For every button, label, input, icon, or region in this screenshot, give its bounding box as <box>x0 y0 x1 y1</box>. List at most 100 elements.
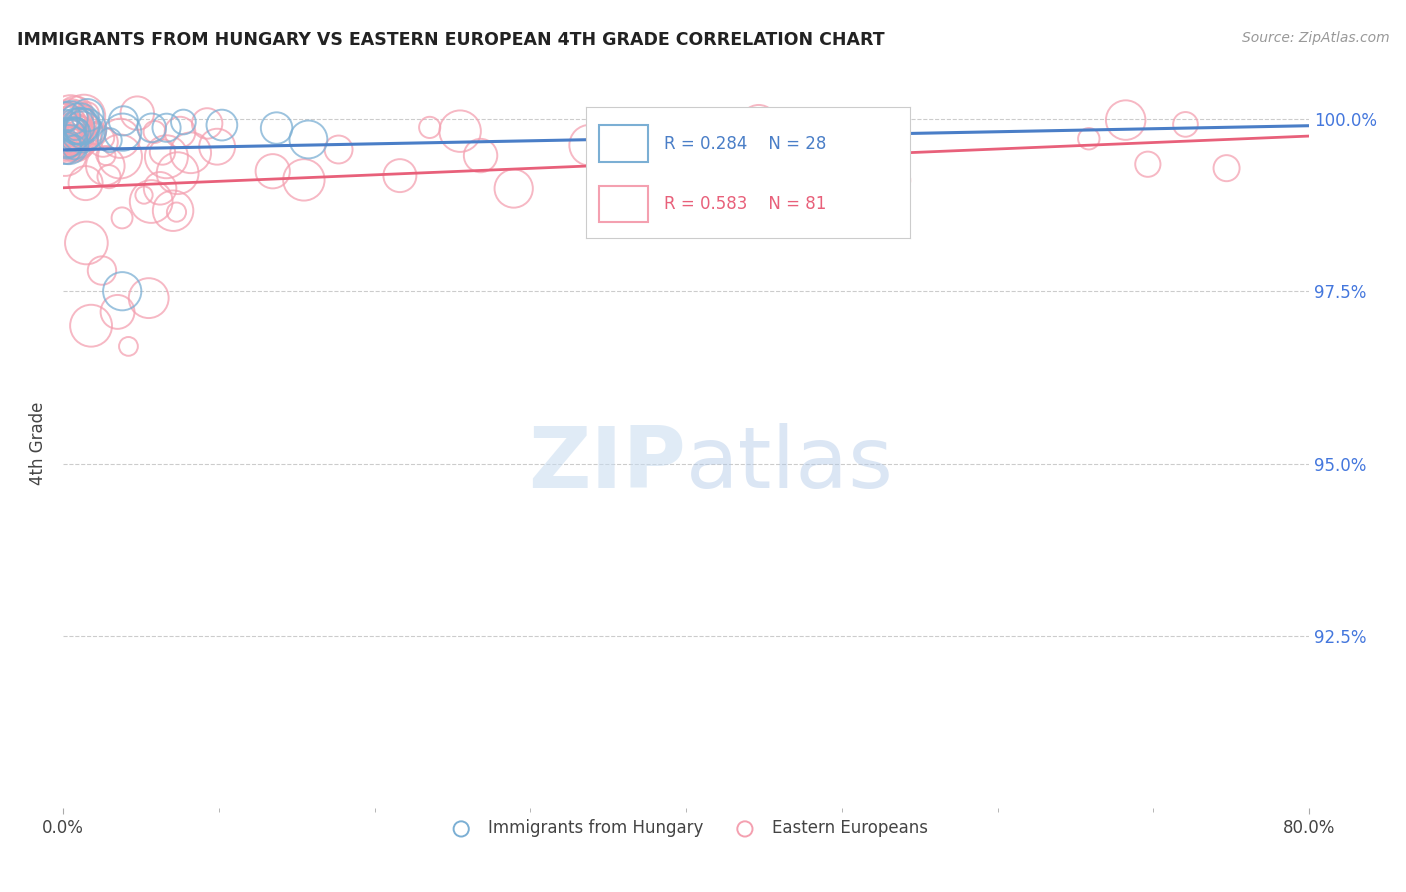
Point <box>63 120 86 135</box>
Point <box>62 127 84 141</box>
Point <box>65 125 87 139</box>
Point <box>388 169 411 183</box>
Point <box>748 116 770 130</box>
Text: IMMIGRANTS FROM HUNGARY VS EASTERN EUROPEAN 4TH GRADE CORRELATION CHART: IMMIGRANTS FROM HUNGARY VS EASTERN EUROP… <box>17 31 884 49</box>
Point <box>449 124 471 138</box>
Point <box>470 148 492 162</box>
Point <box>60 109 83 123</box>
Point <box>419 120 441 135</box>
Point <box>1115 113 1137 128</box>
Point <box>69 119 91 133</box>
Point <box>91 263 114 277</box>
Point <box>55 109 77 123</box>
Point <box>73 108 96 122</box>
Point <box>65 120 87 134</box>
Point <box>297 132 319 146</box>
Point <box>59 109 82 123</box>
Point <box>98 133 121 147</box>
Point <box>63 133 86 147</box>
Point <box>56 137 79 152</box>
Point <box>59 132 82 146</box>
Point <box>75 176 97 190</box>
Point <box>70 120 93 134</box>
Point <box>65 134 87 148</box>
Point <box>56 139 79 153</box>
Point <box>127 106 149 120</box>
Point <box>76 108 98 122</box>
Point <box>55 139 77 153</box>
Point <box>66 108 89 122</box>
Point <box>65 108 87 122</box>
Point <box>195 116 218 130</box>
Point <box>143 125 166 139</box>
Point <box>166 205 188 219</box>
Point <box>883 173 905 187</box>
Point <box>169 125 191 139</box>
Point <box>112 113 135 128</box>
Point <box>211 118 233 132</box>
Point <box>56 130 79 145</box>
Point <box>94 148 117 162</box>
Point <box>162 203 184 218</box>
Point <box>58 137 80 152</box>
Point <box>66 130 89 145</box>
Point <box>110 131 132 145</box>
Point <box>58 114 80 128</box>
Point <box>111 211 134 225</box>
Point <box>141 194 163 209</box>
Point <box>63 129 86 144</box>
Point <box>65 122 87 136</box>
Point <box>55 124 77 138</box>
Text: atlas: atlas <box>686 424 894 507</box>
Point <box>80 318 103 333</box>
Point <box>55 114 77 128</box>
Point <box>117 339 139 353</box>
Point <box>59 133 82 147</box>
Point <box>53 138 76 153</box>
Point <box>65 132 87 146</box>
Legend: Immigrants from Hungary, Eastern Europeans: Immigrants from Hungary, Eastern Europea… <box>437 813 934 844</box>
Point <box>60 127 83 141</box>
Point <box>328 143 350 157</box>
Point <box>63 127 86 141</box>
Point <box>603 149 626 163</box>
Point <box>63 127 86 141</box>
Point <box>111 125 134 139</box>
Point <box>60 119 83 133</box>
Point <box>58 136 80 151</box>
Point <box>53 111 76 125</box>
Point <box>502 181 524 195</box>
Text: ZIP: ZIP <box>529 424 686 507</box>
Point <box>55 128 77 143</box>
Point <box>152 145 174 159</box>
Point <box>76 107 98 121</box>
Point <box>262 164 284 178</box>
Point <box>63 140 86 154</box>
Point <box>180 145 202 160</box>
Point <box>73 109 96 123</box>
Point <box>266 121 288 136</box>
Point <box>94 159 117 173</box>
Point <box>67 117 90 131</box>
Point <box>1077 132 1099 146</box>
Point <box>172 115 194 129</box>
Point <box>91 135 114 149</box>
Point <box>108 149 131 163</box>
Point <box>1136 157 1159 171</box>
Point <box>132 188 155 202</box>
Point <box>111 284 134 298</box>
Point <box>75 122 97 136</box>
Point <box>149 181 172 195</box>
Point <box>65 124 87 138</box>
Point <box>155 150 177 164</box>
Y-axis label: 4th Grade: 4th Grade <box>30 401 46 484</box>
Point <box>58 128 80 143</box>
Point <box>141 120 163 135</box>
Point <box>70 125 93 139</box>
Text: Source: ZipAtlas.com: Source: ZipAtlas.com <box>1241 31 1389 45</box>
Point <box>69 129 91 144</box>
Point <box>66 116 89 130</box>
Point <box>1215 161 1237 176</box>
Point <box>75 235 97 250</box>
Point <box>578 138 600 153</box>
